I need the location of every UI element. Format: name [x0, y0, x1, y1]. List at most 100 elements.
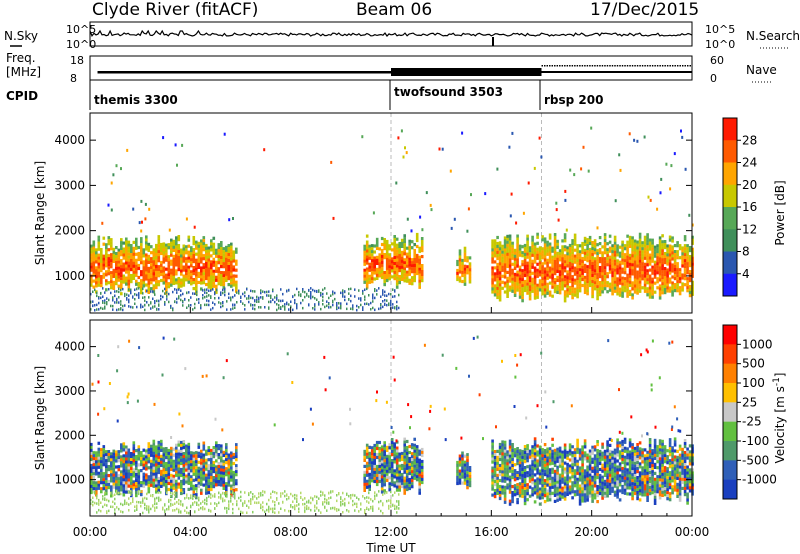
- scatter-cell: [127, 285, 131, 289]
- scatter-cell: [122, 460, 126, 464]
- scatter-cell: [415, 238, 419, 243]
- scatter-cell: [120, 274, 123, 278]
- scatter-cell: [503, 488, 507, 492]
- scatter-cell: [225, 458, 228, 462]
- scatter-cell: [418, 282, 421, 286]
- scatter-cell: [508, 439, 512, 443]
- scatter-cell: [415, 445, 419, 449]
- scatter-cell: [636, 261, 639, 265]
- ground-scatter-cell: [236, 301, 238, 304]
- ground-scatter-cell: [336, 306, 338, 309]
- scatter-cell: [546, 267, 549, 271]
- scatter-cell: [165, 468, 168, 472]
- scatter-cell: [526, 492, 529, 496]
- scatter-cell: [643, 241, 647, 245]
- scatter-cell: [185, 447, 188, 451]
- scatter-cell: [636, 291, 639, 295]
- scatter-cell: [190, 255, 193, 259]
- sparse-echo: [430, 208, 433, 212]
- scatter-cell: [541, 448, 544, 452]
- scatter-cell: [157, 253, 161, 257]
- scatter-cell: [90, 448, 93, 453]
- scatter-cell: [180, 269, 183, 273]
- scatter-cell: [182, 440, 186, 444]
- ground-scatter-cell: [98, 297, 100, 300]
- scatter-cell: [165, 288, 168, 292]
- scatter-cell: [626, 279, 629, 283]
- scatter-cell: [551, 470, 554, 474]
- scatter-cell: [147, 248, 151, 252]
- scatter-cell: [227, 283, 231, 287]
- scatter-cell: [541, 490, 544, 494]
- scatter-cell: [651, 247, 654, 251]
- scatter-cell: [458, 267, 462, 271]
- scatter-cell: [641, 277, 644, 281]
- scatter-cell: [182, 467, 186, 471]
- ground-scatter-cell: [166, 298, 168, 301]
- sparse-echo: [361, 135, 364, 139]
- scatter-cell: [626, 243, 629, 247]
- scatter-cell: [125, 475, 128, 479]
- nsearch-tick-bottom: 10^0: [705, 38, 735, 51]
- scatter-cell: [616, 280, 619, 284]
- scatter-cell: [117, 269, 121, 273]
- scatter-cell: [195, 496, 198, 500]
- scatter-cell: [200, 242, 203, 246]
- scatter-cell: [528, 476, 532, 480]
- scatter-cell: [648, 286, 652, 290]
- ground-scatter-cell: [148, 303, 150, 307]
- scatter-cell: [388, 476, 391, 480]
- scatter-cell: [551, 255, 554, 259]
- ground-scatter-cell: [270, 294, 272, 298]
- scatter-cell: [501, 244, 504, 248]
- scatter-cell: [668, 238, 672, 242]
- scatter-cell: [403, 467, 406, 471]
- scatter-cell: [408, 483, 411, 488]
- scatter-cell: [162, 254, 166, 258]
- scatter-cell: [466, 462, 469, 466]
- scatter-cell: [508, 442, 512, 446]
- scatter-cell: [601, 269, 604, 273]
- scatter-cell: [513, 293, 517, 297]
- scatter-cell: [603, 242, 607, 246]
- scatter-cell: [197, 469, 201, 473]
- ground-scatter-cell: [314, 308, 316, 311]
- ground-scatter-cell: [318, 301, 320, 304]
- scatter-cell: [516, 258, 519, 262]
- scatter-cell: [215, 278, 218, 282]
- scatter-cell: [175, 269, 178, 273]
- scatter-cell: [456, 274, 459, 279]
- ground-scatter-cell: [142, 296, 144, 299]
- scatter-cell: [571, 263, 574, 267]
- scatter-cell: [601, 260, 604, 264]
- ground-scatter-cell: [326, 300, 328, 303]
- scatter-cell: [227, 259, 231, 263]
- ground-scatter-cell: [340, 306, 342, 309]
- scatter-cell: [130, 455, 133, 459]
- scatter-cell: [508, 288, 512, 292]
- scatter-cell: [523, 255, 527, 260]
- scatter-cell: [661, 285, 664, 289]
- ground-scatter-cell: [322, 292, 324, 296]
- scatter-cell: [583, 254, 587, 258]
- scatter-cell: [676, 274, 679, 278]
- ground-scatter-cell: [262, 290, 264, 293]
- scatter-cell: [170, 280, 173, 284]
- ground-scatter-cell: [224, 290, 226, 294]
- scatter-cell: [563, 293, 567, 297]
- scatter-cell: [210, 254, 213, 258]
- scatter-cell: [380, 448, 384, 452]
- scatter-cell: [190, 261, 193, 265]
- ground-scatter-cell: [248, 300, 250, 304]
- scatter-cell: [97, 259, 101, 263]
- scatter-cell: [683, 271, 687, 275]
- scatter-cell: [546, 246, 549, 250]
- ground-scatter-cell: [136, 293, 138, 297]
- ground-scatter-cell: [164, 287, 166, 291]
- freq-tick-bottom: 8: [70, 72, 77, 85]
- scatter-cell: [681, 285, 684, 289]
- scatter-cell: [493, 266, 497, 270]
- scatter-cell: [413, 437, 416, 441]
- scatter-cell: [197, 262, 201, 266]
- scatter-cell: [661, 258, 664, 262]
